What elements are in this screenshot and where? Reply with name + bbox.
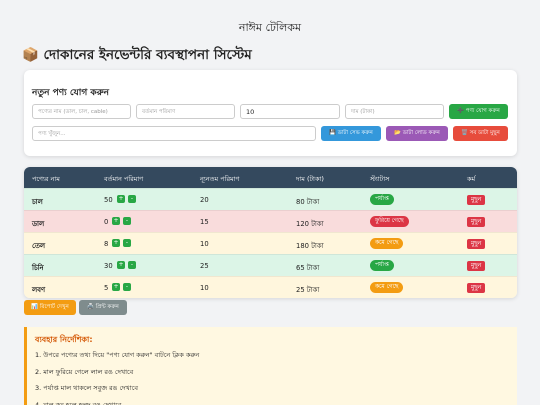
increase-button[interactable]: + bbox=[112, 217, 120, 225]
status-badge: কমে গেছে bbox=[370, 238, 404, 249]
quantity: 0 bbox=[104, 218, 109, 226]
product-name: চিনি bbox=[32, 264, 44, 272]
price: 25 টাকা bbox=[296, 286, 320, 294]
increase-button[interactable]: + bbox=[112, 239, 120, 247]
product-name: চাল bbox=[32, 198, 43, 206]
table-row: চাল 50 + - 20 80 টাকা পর্যাপ্ত মুছুন bbox=[24, 188, 517, 210]
minimum: 25 bbox=[200, 262, 209, 270]
page-title: 📦 দোকানের ইনভেন্টরি ব্যবস্থাপনা সিস্টেম bbox=[22, 47, 252, 63]
price-input[interactable]: দাম (টাকা) bbox=[345, 104, 444, 119]
delete-button[interactable]: মুছুন bbox=[467, 195, 486, 205]
decrease-button[interactable]: - bbox=[128, 195, 136, 203]
clear-button[interactable]: 🗑️ সব ডাটা মুছুন bbox=[453, 126, 508, 141]
quantity: 5 bbox=[104, 284, 109, 292]
product-name: লবণ bbox=[32, 286, 45, 294]
column-header: কর্ম bbox=[467, 175, 476, 183]
search-input[interactable]: পণ্য খুঁজুন... bbox=[32, 126, 316, 141]
quantity-input[interactable]: বর্তমান পরিমাণ bbox=[136, 104, 235, 119]
product-name: তেল bbox=[32, 242, 45, 250]
table-row: লবণ 5 + - 10 25 টাকা কমে গেছে মুছুন bbox=[24, 276, 517, 298]
name-input[interactable]: পণ্যের নাম (ডাল, চাল, cable) bbox=[32, 104, 131, 119]
shop-name: নাঈম টেলিকম bbox=[238, 21, 302, 34]
column-header: পণ্যের নাম bbox=[32, 175, 60, 183]
report-button[interactable]: 📊 রিপোর্ট দেখুন bbox=[24, 300, 76, 315]
increase-button[interactable]: + bbox=[112, 283, 120, 291]
print-button[interactable]: 🖨️ প্রিন্ট করুন bbox=[79, 300, 127, 315]
decrease-button[interactable]: - bbox=[123, 217, 131, 225]
decrease-button[interactable]: - bbox=[123, 239, 131, 247]
minimum: 10 bbox=[200, 240, 209, 248]
column-header: ন্যূনতম পরিমাণ bbox=[200, 175, 240, 183]
help-title: ব্যবহার নির্দেশিকা: bbox=[35, 335, 93, 344]
price: 80 টাকা bbox=[296, 198, 320, 206]
table-row: ডাল 0 + - 15 120 টাকা ফুরিয়ে গেছে মুছুন bbox=[24, 210, 517, 232]
form-title: নতুন পণ্য যোগ করুন bbox=[32, 88, 109, 98]
save-button[interactable]: 💾 ডাটা সেভ করুন bbox=[321, 126, 381, 141]
status-badge: কমে গেছে bbox=[370, 282, 404, 293]
minimum: 10 bbox=[200, 284, 209, 292]
decrease-button[interactable]: - bbox=[128, 261, 136, 269]
inventory-table: পণ্যের নাম বর্তমান পরিমাণ ন্যূনতম পরিমাণ দা… bbox=[24, 167, 517, 298]
quantity: 50 bbox=[104, 196, 113, 204]
help-item: উপরে পণ্যের তথ্য দিয়ে "পণ্য যোগ করুন" ব… bbox=[35, 347, 199, 364]
help-item: পর্যাপ্ত মাল থাকলে সবুজ রঙ দেখাবে bbox=[35, 380, 199, 397]
load-button[interactable]: 📂 ডাটা লোড করুন bbox=[386, 126, 448, 141]
column-header: বর্তমান পরিমাণ bbox=[104, 175, 144, 183]
status-badge: ফুরিয়ে গেছে bbox=[370, 216, 409, 227]
delete-button[interactable]: মুছুন bbox=[467, 239, 486, 249]
help-list: উপরে পণ্যের তথ্য দিয়ে "পণ্য যোগ করুন" ব… bbox=[35, 347, 199, 405]
price: 120 টাকা bbox=[296, 220, 324, 228]
add-form: নতুন পণ্য যোগ করুন পণ্যের নাম (ডাল, চাল,… bbox=[24, 70, 517, 156]
increase-button[interactable]: + bbox=[117, 195, 125, 203]
table-header: পণ্যের নাম বর্তমান পরিমাণ ন্যূনতম পরিমাণ দা… bbox=[24, 167, 517, 188]
help-item: মাল ফুরিয়ে গেলে লাল রঙ দেখাবে bbox=[35, 364, 199, 381]
minimum: 20 bbox=[200, 196, 209, 204]
help-item: মাল কম হলে হলুদ রঙ দেখাবে bbox=[35, 397, 199, 405]
quantity: 30 bbox=[104, 262, 113, 270]
add-button[interactable]: ➕ পণ্য যোগ করুন bbox=[449, 104, 508, 119]
delete-button[interactable]: মুছুন bbox=[467, 283, 486, 293]
column-header: স্ট্যাটাস bbox=[370, 175, 390, 183]
delete-button[interactable]: মুছুন bbox=[467, 217, 486, 227]
price: 65 টাকা bbox=[296, 264, 320, 272]
price: 180 টাকা bbox=[296, 242, 324, 250]
table-row: চিনি 30 + - 25 65 টাকা পর্যাপ্ত মুছুন bbox=[24, 254, 517, 276]
table-row: তেল 8 + - 10 180 টাকা কমে গেছে মুছুন bbox=[24, 232, 517, 254]
help-box: ব্যবহার নির্দেশিকা: উপরে পণ্যের তথ্য দিয… bbox=[24, 327, 517, 405]
column-header: দাম (টাকা) bbox=[296, 175, 324, 183]
minimum: 15 bbox=[200, 218, 209, 226]
decrease-button[interactable]: - bbox=[123, 283, 131, 291]
status-badge: পর্যাপ্ত bbox=[370, 194, 394, 205]
quantity: 8 bbox=[104, 240, 109, 248]
delete-button[interactable]: মুছুন bbox=[467, 261, 486, 271]
status-badge: পর্যাপ্ত bbox=[370, 260, 394, 271]
minimum-input[interactable]: 10 bbox=[240, 104, 340, 119]
product-name: ডাল bbox=[32, 220, 45, 228]
increase-button[interactable]: + bbox=[117, 261, 125, 269]
